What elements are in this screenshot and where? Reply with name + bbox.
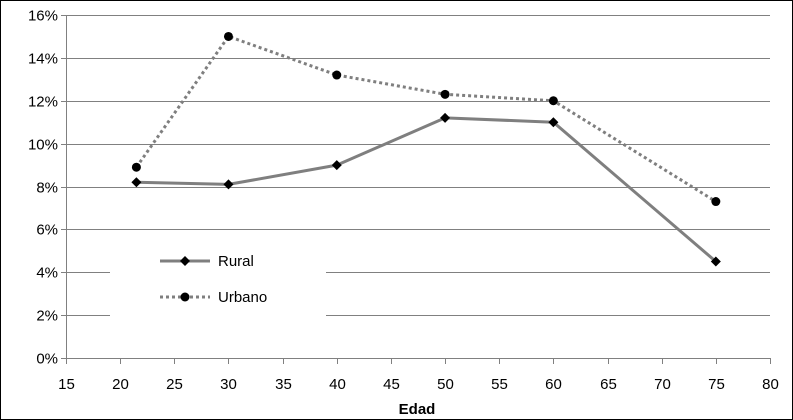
data-point-rural bbox=[440, 112, 451, 123]
data-point-rural bbox=[710, 256, 721, 267]
y-tick-label: 14% bbox=[28, 51, 58, 68]
legend-label-rural: Rural bbox=[218, 253, 254, 270]
legend-marker-urbano bbox=[180, 292, 190, 302]
y-tick-label: 16% bbox=[28, 8, 58, 25]
data-point-urbano bbox=[711, 197, 721, 207]
x-tick-label: 25 bbox=[166, 376, 183, 393]
data-point-rural bbox=[331, 160, 342, 171]
x-tick-label: 35 bbox=[275, 376, 292, 393]
x-tick-label: 15 bbox=[58, 376, 75, 393]
y-tick-label: 10% bbox=[28, 137, 58, 154]
legend-background bbox=[110, 232, 326, 322]
y-tick-label: 8% bbox=[36, 180, 58, 197]
x-tick-label: 45 bbox=[383, 376, 400, 393]
data-point-urbano bbox=[131, 162, 141, 172]
x-tick-label: 75 bbox=[708, 376, 725, 393]
x-tick-label: 40 bbox=[329, 376, 346, 393]
x-axis-tick-labels: 15 20 25 30 35 40 45 50 55 60 65 70 75 80 bbox=[58, 376, 779, 393]
y-tick-label: 0% bbox=[36, 351, 58, 368]
y-tick-label: 4% bbox=[36, 265, 58, 282]
y-tick-label: 6% bbox=[36, 222, 58, 239]
x-tick-label: 20 bbox=[112, 376, 129, 393]
series bbox=[131, 31, 721, 267]
data-point-urbano bbox=[548, 96, 558, 106]
x-tick-label: 50 bbox=[437, 376, 454, 393]
x-tick-label: 70 bbox=[654, 376, 671, 393]
data-point-rural bbox=[223, 179, 234, 190]
data-point-urbano bbox=[440, 89, 450, 99]
y-tick-label: 12% bbox=[28, 94, 58, 111]
x-tick-label: 60 bbox=[545, 376, 562, 393]
x-tick-label: 30 bbox=[220, 376, 237, 393]
series-line-urbano bbox=[135, 34, 717, 203]
data-point-urbano bbox=[332, 70, 342, 80]
data-point-rural bbox=[548, 117, 559, 128]
y-tick-label: 2% bbox=[36, 308, 58, 325]
x-tick-label: 80 bbox=[762, 376, 779, 393]
legend: Rural Urbano bbox=[110, 232, 326, 322]
data-point-rural bbox=[131, 177, 142, 188]
data-point-urbano bbox=[223, 31, 233, 41]
series-line-rural bbox=[136, 116, 717, 263]
axes bbox=[61, 15, 771, 364]
y-axis-tick-labels: 0% 2% 4% 6% 8% 10% 12% 14% 16% bbox=[28, 8, 58, 368]
legend-label-urbano: Urbano bbox=[218, 289, 267, 306]
legend-marker-rural bbox=[180, 256, 190, 266]
x-axis-label: Edad bbox=[399, 401, 436, 418]
x-tick-label: 65 bbox=[600, 376, 617, 393]
x-tick-label: 55 bbox=[491, 376, 508, 393]
